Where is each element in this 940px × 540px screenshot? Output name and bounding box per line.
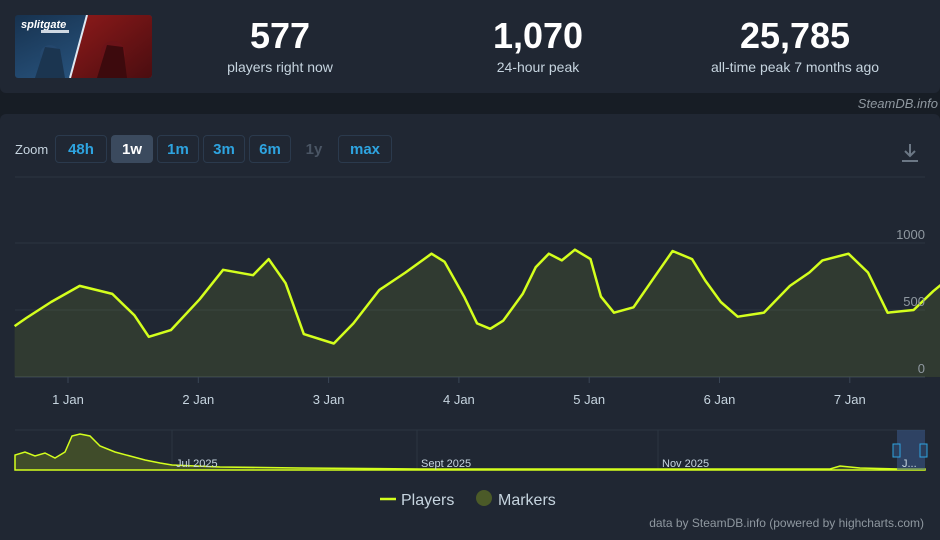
navigator[interactable]: Jul 2025 Sept 2025 Nov 2025 J... xyxy=(14,429,928,471)
all-time-value: 25,785 xyxy=(739,15,851,56)
x-tick-label: 4 Jan xyxy=(443,392,475,407)
stat-all-time-peak: 25,785 all-time peak 7 months ago xyxy=(690,14,900,76)
players-line[interactable] xyxy=(13,243,940,345)
stat-24h-peak: 1,070 24-hour peak xyxy=(463,14,613,76)
all-time-label: all-time peak 7 months ago xyxy=(710,59,880,75)
players-now-value: 577 xyxy=(249,15,311,56)
navigator-label-sept: Sept 2025 xyxy=(421,458,471,470)
navigator-left-handle[interactable] xyxy=(892,443,901,458)
navigator-label-jan: J... xyxy=(902,458,917,470)
x-tick-label: 7 Jan xyxy=(834,392,866,407)
zoom-48h-button[interactable]: 48h xyxy=(55,135,107,163)
x-tick-label: 3 Jan xyxy=(313,392,345,407)
stat-players-now: 577 players right now xyxy=(205,14,355,76)
x-axis-ticks: 1 Jan 2 Jan 3 Jan 4 Jan 5 Jan 6 Jan 7 Jan xyxy=(52,377,866,407)
game-thumbnail[interactable]: splitgate xyxy=(15,15,152,78)
y-tick-label: 500 xyxy=(903,294,925,309)
zoom-max-button[interactable]: max xyxy=(338,135,392,163)
legend-markers-icon xyxy=(476,490,492,506)
peak-24h-value: 1,070 xyxy=(492,15,584,56)
legend: Players Markers xyxy=(380,490,556,509)
x-tick-label: 6 Jan xyxy=(704,392,736,407)
zoom-label: Zoom xyxy=(15,142,49,157)
navigator-label-jul: Jul 2025 xyxy=(176,458,218,470)
navigator-label-nov: Nov 2025 xyxy=(662,458,709,470)
download-icon[interactable] xyxy=(900,142,920,164)
navigator-right-handle[interactable] xyxy=(919,443,928,458)
legend-markers[interactable]: Markers xyxy=(498,492,556,509)
zoom-3m-button[interactable]: 3m xyxy=(203,135,245,163)
x-tick-label: 2 Jan xyxy=(182,392,214,407)
y-tick-label: 1000 xyxy=(896,227,925,242)
zoom-1y-button: 1y xyxy=(305,141,323,158)
y-axis-ticks: 0 500 1000 xyxy=(896,227,925,376)
x-tick-label: 1 Jan xyxy=(52,392,84,407)
players-now-label: players right now xyxy=(227,59,333,75)
x-tick-label: 5 Jan xyxy=(573,392,605,407)
steamdb-credit-top[interactable]: SteamDB.info xyxy=(857,96,938,111)
svg-text:splitgate: splitgate xyxy=(21,19,66,31)
y-tick-label: 0 xyxy=(918,361,925,376)
players-area xyxy=(14,249,940,377)
zoom-1m-button[interactable]: 1m xyxy=(157,135,199,163)
zoom-1w-button[interactable]: 1w xyxy=(111,135,153,163)
zoom-6m-button[interactable]: 6m xyxy=(249,135,291,163)
peak-24h-label: 24-hour peak xyxy=(496,59,580,75)
credit-bottom[interactable]: data by SteamDB.info (powered by highcha… xyxy=(649,516,924,530)
legend-players[interactable]: Players xyxy=(401,492,454,509)
game-art-image: splitgate xyxy=(15,15,152,78)
navigator-series xyxy=(14,433,926,471)
stats-bar: splitgate 577 players right now 1,070 24… xyxy=(0,0,940,93)
